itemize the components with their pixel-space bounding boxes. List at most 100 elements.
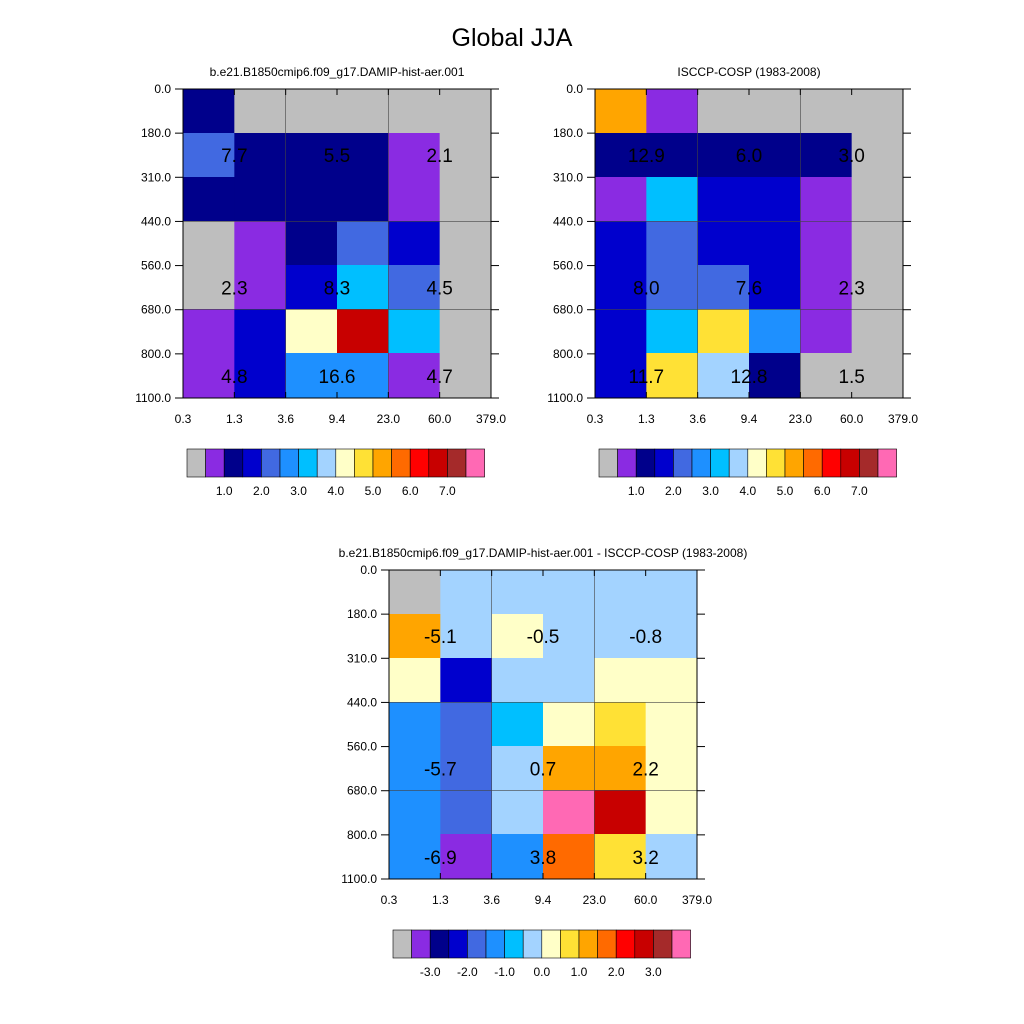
heatmap-cell: [697, 353, 750, 399]
colorbar: 1.0 2.0 3.0 4.0 5.0 6.0 7.0: [598, 448, 897, 498]
y-tick-label: 180.0: [347, 607, 377, 621]
heatmap-cell: [800, 353, 853, 399]
x-tick-label: 60.0: [840, 412, 864, 426]
panels: b.e21.B1850cmip6.f09_g17.DAMIP-hist-aer.…: [135, 65, 918, 979]
heatmap-cell: [234, 353, 287, 399]
colorbar-label: 1.0: [571, 965, 588, 979]
x-tick-label: 3.6: [483, 893, 500, 907]
colorbar-swatch: [522, 929, 543, 959]
heatmap-cell: [851, 309, 904, 354]
colorbar-swatch: [654, 448, 674, 478]
heatmap-cell: [337, 177, 389, 222]
heatmap-cell: [491, 702, 544, 747]
heatmap-cell: [491, 834, 544, 880]
panel-title: b.e21.B1850cmip6.f09_g17.DAMIP-hist-aer.…: [339, 546, 748, 560]
x-tick-label: 1.3: [638, 412, 655, 426]
heatmap-cell: [851, 265, 904, 310]
heatmap-cell: [440, 746, 493, 791]
heatmap-cell: [749, 133, 801, 156]
heatmap-cell: [440, 790, 493, 835]
heatmap-cell: [697, 89, 750, 134]
colorbar-swatch: [485, 929, 505, 959]
y-tick-label: 1100.0: [341, 872, 377, 886]
heatmap-cell: [337, 353, 389, 399]
y-tick-label: 310.0: [553, 170, 583, 184]
grid: [389, 570, 697, 879]
colorbar-swatch: [448, 929, 468, 959]
heatmap-cell: [595, 155, 647, 178]
colorbar-swatch: [429, 929, 450, 959]
heatmap-cell: [646, 353, 699, 399]
heatmap-cell: [543, 746, 595, 791]
heatmap-cell: [645, 834, 698, 880]
cell-value-label: 0.7: [530, 760, 556, 781]
heatmap-cell: [800, 133, 853, 156]
x-tick-label: 0.3: [587, 412, 604, 426]
y-tick-label: 560.0: [553, 259, 583, 273]
colorbar-swatch: [877, 448, 897, 478]
heatmap-cell: [389, 746, 441, 791]
heatmap-cell: [595, 177, 647, 222]
y-tick-label: 180.0: [141, 126, 171, 140]
heatmap-cell: [595, 265, 647, 310]
y-tick-label: 310.0: [141, 170, 171, 184]
heatmap-cell: [183, 89, 235, 134]
colorbar-swatch: [465, 448, 485, 478]
heatmap-cell: [851, 155, 904, 178]
x-tick-label: 60.0: [634, 893, 658, 907]
heatmap-cell: [595, 89, 647, 134]
heatmap-panel-3: b.e21.B1850cmip6.f09_g17.DAMIP-hist-aer.…: [339, 546, 748, 979]
x-tick-label: 3.6: [277, 412, 294, 426]
colorbar-swatch: [673, 448, 693, 478]
cell-value-label: 11.7: [629, 367, 665, 388]
colorbar-label: -2.0: [457, 965, 478, 979]
colorbar-swatch: [279, 448, 299, 478]
colorbar-label: 6.0: [814, 484, 831, 498]
heatmap-cell: [645, 614, 698, 659]
heatmap-cell: [749, 221, 801, 266]
heatmap-cell: [337, 221, 389, 266]
heatmap-cell: [234, 133, 287, 178]
heatmap-cell: [697, 221, 750, 266]
heatmap-cell: [749, 177, 801, 222]
heatmap-cell: [800, 221, 853, 266]
cell-value-label: 4.5: [426, 279, 452, 300]
heatmap-cell: [800, 155, 853, 178]
y-tick-label: 440.0: [553, 214, 583, 228]
heatmap-cell: [749, 155, 801, 178]
cell-value-label: -0.8: [629, 627, 662, 648]
colorbar-swatch: [634, 929, 654, 959]
heatmap-cell: [388, 309, 441, 354]
x-tick-label: 0.3: [381, 893, 398, 907]
heatmap-cell: [285, 265, 338, 310]
heatmap-cell: [337, 133, 389, 178]
colorbar-label: 3.0: [290, 484, 307, 498]
heatmap-cell: [440, 834, 493, 880]
y-tick-label: 560.0: [347, 740, 377, 754]
colorbar-label: 4.0: [327, 484, 344, 498]
heatmap-cell: [543, 614, 595, 659]
colorbar-label: 2.0: [253, 484, 270, 498]
heatmap-cell: [439, 177, 492, 222]
colorbar-swatch: [840, 448, 860, 478]
x-tick-label: 379.0: [682, 893, 712, 907]
x-tick-label: 1.3: [432, 893, 449, 907]
heatmap-cell: [594, 570, 647, 615]
colorbar-swatch: [392, 929, 412, 959]
heatmap-cell: [183, 265, 235, 310]
colorbar: -3.0 -2.0 -1.0 0.0 1.0 2.0 3.0: [392, 929, 691, 979]
cell-value-label: 7.7: [221, 146, 247, 167]
heatmap-cell: [183, 309, 235, 354]
heatmap-cell: [749, 89, 801, 134]
heatmap-cell: [595, 133, 647, 156]
x-tick-label: 9.4: [535, 893, 552, 907]
y-tick-label: 680.0: [553, 303, 583, 317]
colorbar-label: 4.0: [739, 484, 756, 498]
colorbar-swatch: [578, 929, 598, 959]
cell-value-label: 7.6: [736, 279, 762, 300]
colorbar-swatch: [391, 448, 411, 478]
heatmap-cell: [645, 658, 698, 703]
colorbar-label: 6.0: [402, 484, 419, 498]
cell-value-label: 4.8: [221, 367, 247, 388]
